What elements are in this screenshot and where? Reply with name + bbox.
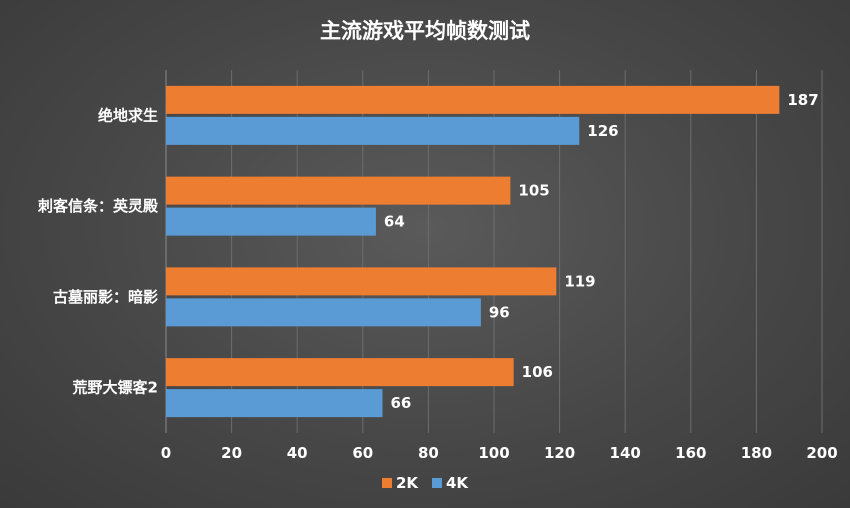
category-label: 绝地求生 [98,106,158,124]
bars [166,85,780,418]
x-tick-label: 100 [478,444,509,462]
bar-2k [166,267,557,296]
bar-4k [166,389,383,418]
legend-swatch-2k [382,478,392,488]
x-tick-label: 20 [221,444,242,462]
bar-4k [166,116,580,145]
x-tick-label: 60 [352,444,373,462]
data-label: 106 [522,363,553,381]
legend-swatch-4k [432,478,442,488]
category-label: 古墓丽影：暗影 [53,288,158,306]
legend-label: 4K [446,474,469,492]
bar-2k [166,176,511,205]
data-label: 66 [390,394,411,412]
x-tick-label: 120 [544,444,575,462]
category-label: 刺客信条：英灵殿 [38,197,159,215]
data-label: 64 [384,213,405,231]
bar-4k [166,207,376,236]
bar-2k [166,85,780,114]
x-tick-label: 80 [418,444,439,462]
x-tick-label: 160 [675,444,706,462]
data-label: 126 [587,122,618,140]
category-label: 荒野大镖客2 [73,379,158,397]
x-tick-label: 0 [161,444,171,462]
x-tick-label: 200 [806,444,837,462]
x-tick-label: 140 [610,444,641,462]
data-label: 105 [518,182,549,200]
bar-2k [166,358,514,387]
legend: 2K 4K [382,474,469,492]
data-label: 96 [489,303,510,321]
labels: 0 20 40 60 80 100 120 140 160 180 200 绝地求生 187 126 刺客信… [38,91,838,462]
legend-label: 2K [396,474,419,492]
x-tick-label: 40 [287,444,308,462]
x-tick-label: 180 [741,444,772,462]
data-label: 187 [787,91,818,109]
chart-title: 主流游戏平均帧数测试 [320,19,530,43]
data-label: 119 [564,272,595,290]
bar-4k [166,298,481,327]
